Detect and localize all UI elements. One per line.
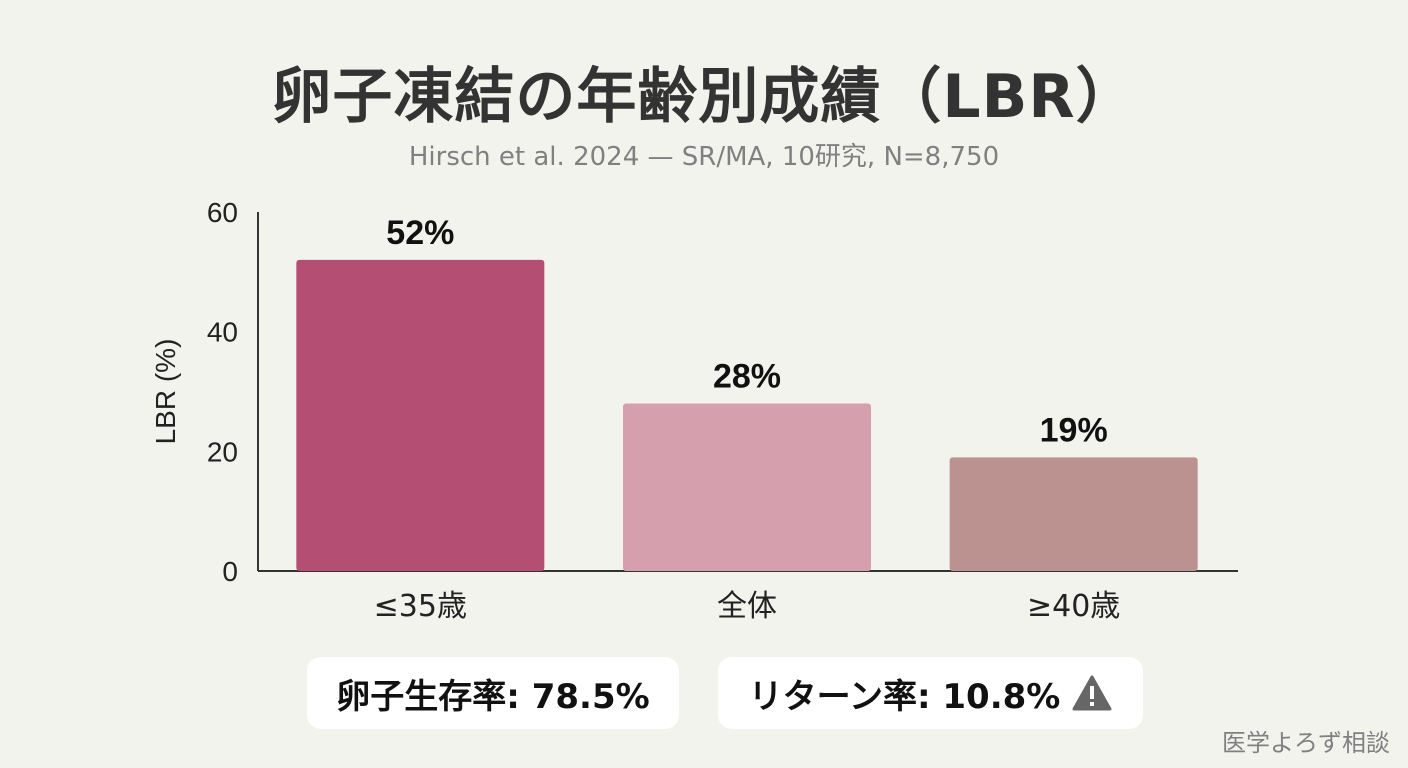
warning-icon: [1072, 675, 1112, 711]
return-rate-text: リターン率: 10.8%: [748, 676, 1061, 717]
y-tick-label: 20: [207, 436, 238, 467]
y-axis-label: LBR (%): [150, 339, 181, 445]
data-label: 19%: [1040, 411, 1108, 449]
bar: [949, 457, 1198, 571]
data-label: 52%: [386, 214, 454, 252]
return-rate-badge: リターン率: 10.8%: [718, 657, 1143, 729]
x-tick-label: ≤35歳: [374, 589, 467, 624]
egg-survival-text: 卵子生存率: 78.5%: [336, 676, 650, 717]
y-tick-label: 60: [207, 197, 238, 228]
bar-chart: 0 20 40 60 LBR (%) 52% ≤35歳 28% 全体 19% ≥40歳: [150, 197, 1238, 624]
bar: [623, 403, 871, 571]
bar: [296, 259, 545, 571]
x-tick-label: 全体: [717, 589, 777, 624]
egg-survival-badge: 卵子生存率: 78.5%: [307, 657, 679, 729]
data-label: 28%: [713, 357, 781, 395]
x-tick-label: ≥40歳: [1027, 589, 1120, 624]
y-tick-label: 40: [207, 317, 238, 348]
brand-watermark: 医学よろず相談: [1222, 729, 1390, 757]
chart-title: 卵子凍結の年齢別成績（LBR）: [271, 62, 1137, 132]
chart-subtitle: Hirsch et al. 2024 — SR/MA, 10研究, N=8,75…: [408, 142, 1000, 172]
y-tick-label: 0: [222, 556, 238, 587]
